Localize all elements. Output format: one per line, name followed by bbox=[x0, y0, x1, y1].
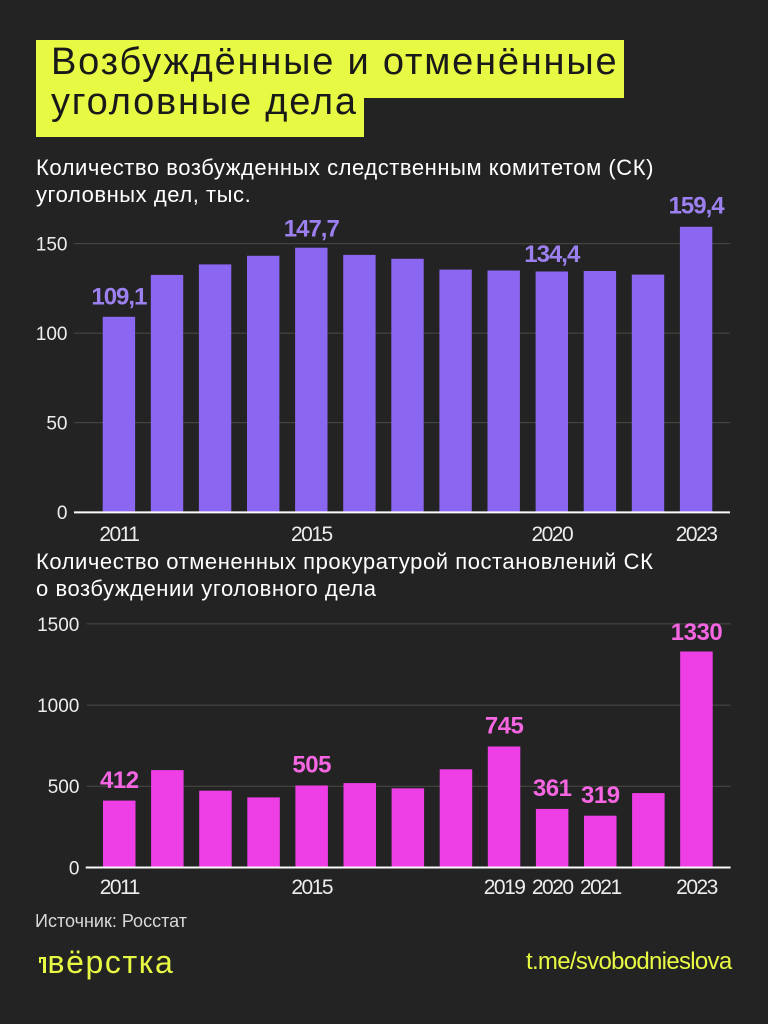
svg-text:2015: 2015 bbox=[291, 523, 333, 546]
svg-text:2011: 2011 bbox=[100, 876, 140, 899]
svg-text:2019: 2019 bbox=[484, 876, 526, 899]
svg-text:1000: 1000 bbox=[37, 696, 79, 717]
svg-text:2020: 2020 bbox=[531, 523, 573, 546]
svg-text:109,1: 109,1 bbox=[91, 284, 147, 311]
svg-text:134,4: 134,4 bbox=[524, 241, 581, 268]
svg-text:50: 50 bbox=[46, 413, 67, 434]
svg-text:159,4: 159,4 bbox=[669, 193, 726, 220]
svg-text:2011: 2011 bbox=[99, 523, 139, 546]
svg-text:2023: 2023 bbox=[676, 523, 718, 546]
svg-text:0: 0 bbox=[57, 503, 68, 524]
svg-text:1330: 1330 bbox=[671, 619, 723, 646]
svg-text:2020: 2020 bbox=[532, 876, 574, 899]
svg-text:100: 100 bbox=[36, 324, 68, 345]
svg-text:2015: 2015 bbox=[291, 876, 333, 899]
svg-text:2023: 2023 bbox=[676, 876, 718, 899]
svg-text:319: 319 bbox=[581, 782, 620, 809]
svg-text:2021: 2021 bbox=[580, 876, 622, 899]
svg-text:361: 361 bbox=[533, 775, 572, 802]
svg-text:147,7: 147,7 bbox=[284, 216, 340, 243]
svg-text:1500: 1500 bbox=[37, 615, 79, 636]
svg-text:412: 412 bbox=[100, 767, 139, 794]
svg-text:745: 745 bbox=[485, 712, 524, 739]
svg-text:500: 500 bbox=[48, 777, 80, 798]
svg-text:0: 0 bbox=[69, 858, 80, 879]
svg-text:505: 505 bbox=[292, 751, 331, 778]
svg-text:150: 150 bbox=[36, 234, 68, 255]
